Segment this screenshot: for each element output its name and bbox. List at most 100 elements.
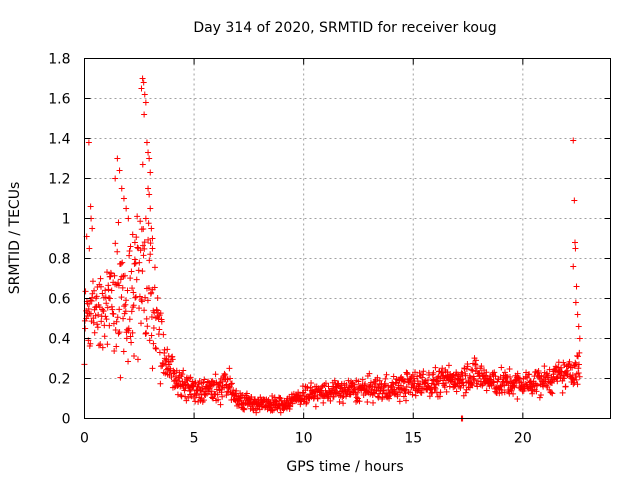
data-point [91,329,98,336]
data-point [116,329,123,336]
data-point [148,332,155,339]
data-point [463,366,470,373]
data-point [134,213,141,220]
data-point [340,400,347,407]
data-point [572,299,579,306]
data-point [353,398,360,405]
data-point [126,247,133,254]
data-point [192,379,199,386]
data-point [434,374,441,381]
data-point [130,302,137,309]
data-point [570,263,577,270]
data-point [121,272,128,279]
data-point [472,357,479,364]
data-point [382,375,389,382]
data-point [318,389,325,396]
data-point [524,374,531,381]
data-point [141,91,148,98]
data-point [243,390,250,397]
data-point [223,392,230,399]
data-point [370,399,377,406]
data-point [122,308,129,315]
data-point [169,356,176,363]
data-point [545,372,552,379]
data-point [160,331,167,338]
data-point [89,278,96,285]
data-point [126,316,133,323]
data-point [257,394,264,401]
data-point [141,245,148,252]
data-point [311,393,318,400]
data-point [457,384,464,391]
data-point [538,372,545,379]
data-point [491,369,498,376]
data-point [501,369,508,376]
data-point [102,294,109,301]
data-point [217,379,224,386]
x-tick-label: 15 [404,431,422,447]
data-point [419,374,426,381]
data-point [148,289,155,296]
data-point [127,333,134,340]
data-point [108,270,115,277]
data-point [141,307,148,314]
data-point [554,373,561,380]
data-point [121,303,128,310]
data-point [146,257,153,264]
data-point [142,294,149,301]
data-point [529,390,536,397]
data-point [253,409,260,416]
data-point [131,239,138,246]
data-point [140,79,147,86]
data-point [97,283,104,290]
data-point [441,384,448,391]
data-point [541,363,548,370]
data-point [141,111,148,118]
data-point [402,397,409,404]
data-point [432,364,439,371]
data-point [420,368,427,375]
data-point [492,373,499,380]
data-point [117,260,124,267]
data-point [474,377,481,384]
data-point [111,272,118,279]
data-point [437,389,444,396]
data-point [113,343,120,350]
data-point [140,252,147,259]
data-point [572,359,579,366]
data-point [414,373,421,380]
data-point [320,399,327,406]
data-point [356,398,363,405]
data-point [339,394,346,401]
data-point [536,394,543,401]
data-point [464,363,471,370]
data-point [214,391,221,398]
data-point [140,226,147,233]
data-point [156,349,163,356]
data-point [364,399,371,406]
data-point [374,374,381,381]
data-point [158,318,165,325]
data-point [128,268,135,275]
data-point [143,139,150,146]
data-point [533,388,540,395]
data-point [134,244,141,251]
data-point [146,155,153,162]
data-point [137,247,144,254]
data-point [150,340,157,347]
data-point [87,340,94,347]
data-point [468,366,475,373]
data-point [221,370,228,377]
data-point [143,330,150,337]
data-point [233,387,240,394]
data-point [359,376,366,383]
y-tick-label: 0.6 [48,292,70,308]
data-point [104,341,111,348]
data-point [120,348,127,355]
data-point [269,407,276,414]
data-point [508,387,515,394]
data-point [199,385,206,392]
data-point [161,346,168,353]
data-point [127,243,134,250]
